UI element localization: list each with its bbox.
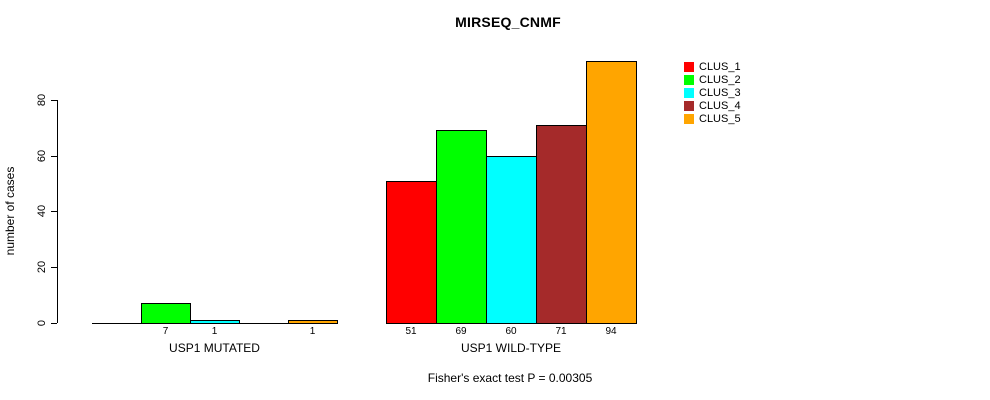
y-axis-tick: [51, 211, 57, 213]
legend-swatch-clus_1: [684, 62, 694, 73]
bar-value-label: 94: [605, 326, 617, 337]
bar-value-label: 1: [309, 326, 316, 337]
legend-swatch-clus_3: [684, 87, 694, 98]
legend-label: CLUS_2: [699, 74, 741, 87]
group-label: USP1 MUTATED: [169, 341, 260, 355]
group-label: USP1 WILD-TYPE: [460, 341, 562, 355]
chart-title: MIRSEQ_CNMF: [455, 14, 561, 30]
y-axis-tick-label: 40: [36, 205, 48, 218]
bar-value-label: 1: [211, 326, 218, 337]
legend-label: CLUS_4: [699, 99, 741, 112]
bar-clus_4: [536, 125, 587, 324]
bar-value-label: 69: [455, 326, 467, 337]
bar-value-label: 51: [405, 326, 417, 337]
y-axis-line: [57, 99, 58, 323]
y-axis-tick: [51, 155, 57, 157]
y-axis-tick-label: 60: [36, 149, 48, 162]
bar-value-label: 60: [505, 326, 517, 337]
y-axis-tick: [51, 323, 57, 324]
legend-swatch-clus_2: [684, 75, 694, 86]
bar-clus_3: [486, 156, 537, 324]
bar-value-label: 7: [162, 326, 169, 337]
group-baseline: [92, 323, 338, 324]
y-axis-tick: [51, 99, 57, 101]
legend-label: CLUS_3: [699, 86, 741, 99]
legend: CLUS_1 CLUS_2 CLUS_3 CLUS_4 CLUS_5: [684, 61, 741, 125]
y-axis-tick: [51, 267, 57, 269]
legend-label: CLUS_1: [699, 61, 741, 74]
legend-item-clus_2: CLUS_2: [684, 74, 741, 87]
legend-swatch-clus_4: [684, 100, 694, 111]
group-baseline: [386, 323, 637, 324]
legend-item-clus_1: CLUS_1: [684, 61, 741, 74]
legend-item-clus_4: CLUS_4: [684, 99, 741, 112]
legend-item-clus_5: CLUS_5: [684, 112, 741, 125]
legend-swatch-clus_5: [684, 113, 694, 124]
y-axis-tick-label: 80: [36, 93, 48, 106]
bar-clus_2: [141, 303, 191, 324]
bar-clus_2: [436, 130, 487, 324]
bar-clus_5: [586, 61, 637, 324]
legend-item-clus_3: CLUS_3: [684, 87, 741, 100]
y-axis-tick-label: 20: [36, 261, 48, 274]
y-axis-tick-label: 0: [36, 319, 48, 327]
bar-clus_1: [386, 181, 437, 324]
bar-value-label: 71: [555, 326, 567, 337]
y-axis-label: number of cases: [3, 166, 17, 256]
legend-label: CLUS_5: [699, 112, 741, 125]
fisher-test-annotation: Fisher's exact test P = 0.00305: [427, 371, 593, 385]
